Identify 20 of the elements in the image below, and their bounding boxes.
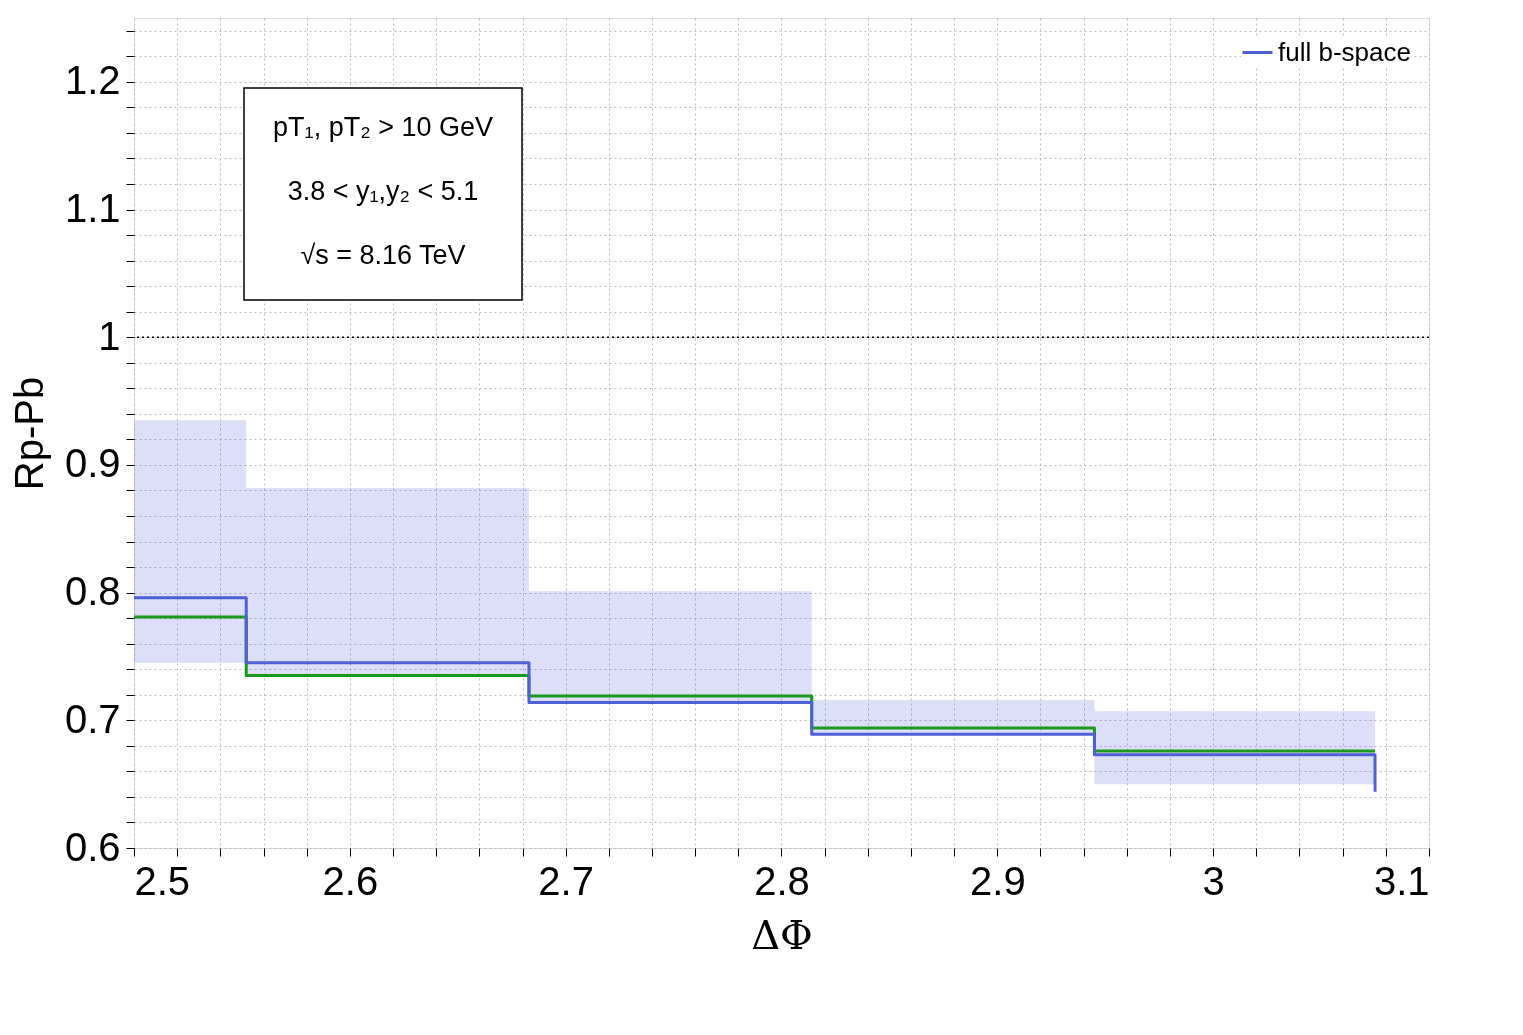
annotation: √s = 8.16 TeV: [300, 240, 466, 270]
x-tick-label: 2.7: [538, 858, 594, 903]
x-tick-label: 3: [1202, 858, 1225, 903]
x-tick-label: 2.8: [754, 858, 810, 903]
y-tick-label: 0.9: [64, 441, 121, 486]
y-tick-label: 0.6: [64, 824, 121, 869]
y-axis-title: Rp-Pb: [6, 376, 51, 491]
x-tick-label: 2.5: [134, 858, 191, 903]
x-tick-label: 2.9: [970, 858, 1026, 903]
x-tick-label: 3.1: [1373, 858, 1430, 903]
y-tick-label: 0.7: [64, 696, 121, 741]
annotation: pT₁, pT₂ > 10 GeV: [273, 112, 493, 142]
y-tick-label: 1.2: [64, 58, 121, 103]
annotation: 3.8 < y₁,y₂ < 5.1: [287, 176, 479, 206]
y-tick-label: 1: [98, 313, 121, 358]
legend-label: full b-space: [1278, 36, 1411, 67]
x-axis-title: ΔΦ: [751, 911, 813, 958]
y-tick-label: 0.8: [64, 569, 121, 614]
y-tick-label: 1.1: [64, 186, 121, 231]
x-tick-label: 2.6: [322, 858, 379, 903]
